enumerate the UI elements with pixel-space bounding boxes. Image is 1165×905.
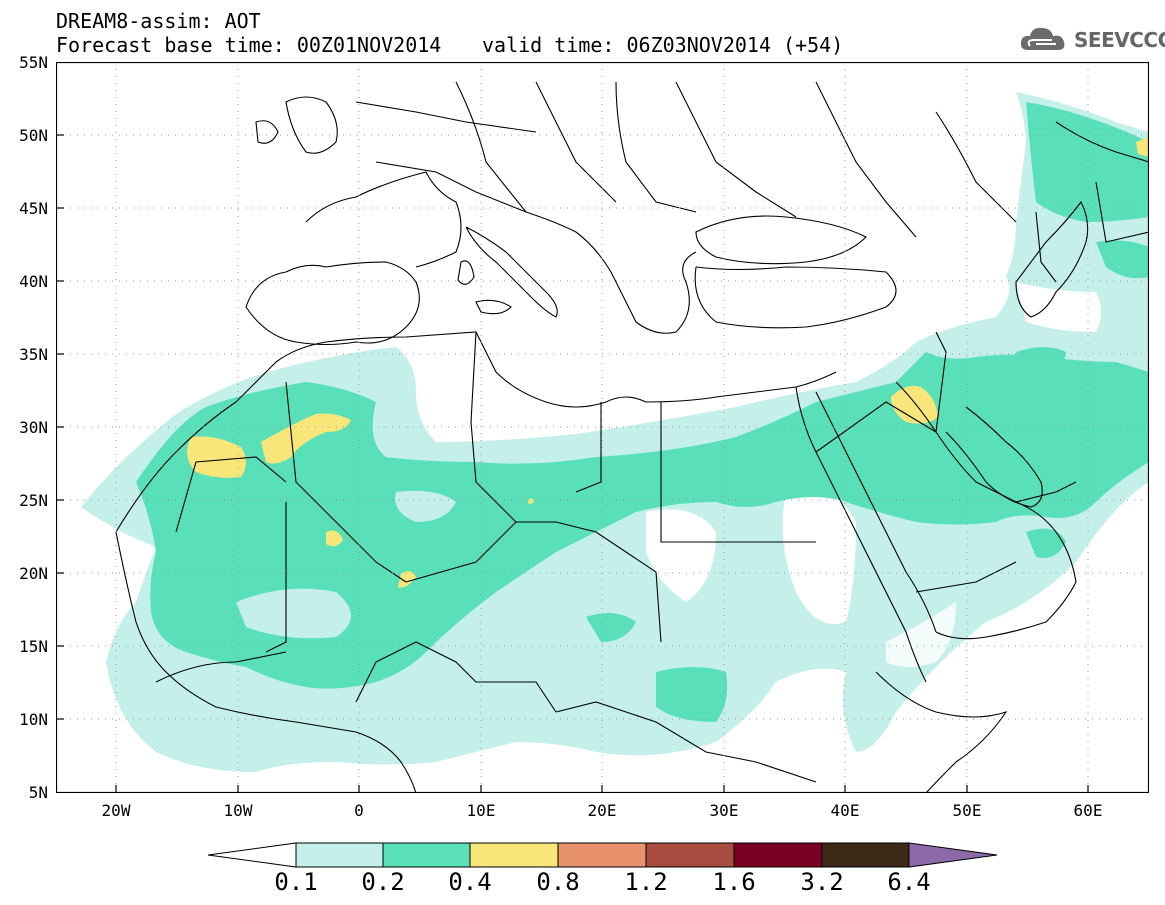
valid-time: valid time: 06Z03NOV2014 (+54) xyxy=(482,33,844,57)
lat-label-35n: 35N xyxy=(19,345,48,364)
lat-label-25n: 25N xyxy=(19,491,48,510)
graticule xyxy=(56,62,1149,793)
colorbar-label: 0.4 xyxy=(448,868,492,896)
colorbar-label: 0.2 xyxy=(361,868,405,896)
forecast-base-time: Forecast base time: 00Z01NOV2014 xyxy=(56,33,442,57)
lon-label-30e: 30E xyxy=(709,801,739,820)
lon-label-10w: 10W xyxy=(223,801,253,820)
lon-label-50e: 50E xyxy=(952,801,982,820)
lat-label-55n: 55N xyxy=(19,53,48,72)
aot-map xyxy=(56,62,1149,793)
colorbar-arrow-high xyxy=(908,842,998,868)
colorbar-segment-7 xyxy=(821,842,910,868)
lat-label-20n: 20N xyxy=(19,564,48,583)
colorbar-segment-6 xyxy=(733,842,823,868)
map-title: DREAM8-assim: AOT xyxy=(56,9,261,33)
colorbar-label: 1.6 xyxy=(712,868,756,896)
cloud-icon xyxy=(1020,27,1065,50)
colorbar-segment-5 xyxy=(645,842,735,868)
colorbar-label: 0.8 xyxy=(536,868,580,896)
seevccc-logo: SEEVCCC xyxy=(1018,22,1165,58)
colorbar-arrow-low xyxy=(208,842,297,868)
lon-label-40e: 40E xyxy=(830,801,860,820)
colorbar-label: 3.2 xyxy=(800,868,844,896)
colorbar-segment-2 xyxy=(382,842,471,868)
lon-label-20e: 20E xyxy=(587,801,617,820)
lon-label-10e: 10E xyxy=(466,801,496,820)
coastlines-borders xyxy=(115,81,1149,793)
lon-label-0: 0 xyxy=(354,801,364,820)
colorbar-segment-3 xyxy=(469,842,559,868)
colorbar-label: 0.1 xyxy=(274,868,318,896)
lon-label-20w: 20W xyxy=(101,801,131,820)
lat-label-50n: 50N xyxy=(19,126,48,145)
colorbar-segment-4 xyxy=(557,842,647,868)
lon-label-60e: 60E xyxy=(1073,801,1103,820)
lat-label-30n: 30N xyxy=(19,418,48,437)
colorbar-label: 1.2 xyxy=(624,868,668,896)
logo-text: SEEVCCC xyxy=(1074,28,1165,52)
colorbar xyxy=(208,842,998,868)
lat-label-45n: 45N xyxy=(19,199,48,218)
lat-label-15n: 15N xyxy=(19,637,48,656)
lat-label-10n: 10N xyxy=(19,710,48,729)
lat-label-40n: 40N xyxy=(19,272,48,291)
colorbar-label: 6.4 xyxy=(887,868,931,896)
colorbar-segment-1 xyxy=(295,842,384,868)
lat-label-5n: 5N xyxy=(28,783,48,802)
aot-band-0.4-0.8 xyxy=(187,137,1149,588)
aot-band-0.2-0.4 xyxy=(136,102,1149,722)
